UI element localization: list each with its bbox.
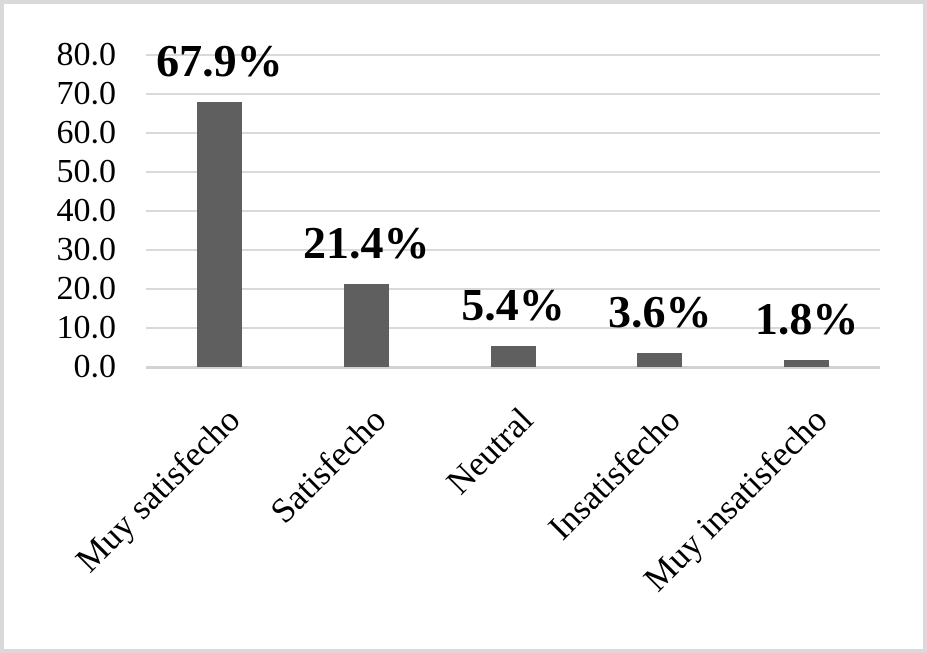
- category-label: Satisfecho: [263, 400, 394, 531]
- gridline: [146, 93, 880, 95]
- bar: [343, 283, 389, 367]
- y-axis-tick-label: 70.0: [56, 75, 117, 112]
- bar: [637, 352, 683, 367]
- value-label: 3.6%: [608, 285, 712, 337]
- y-axis-tick-label: 0.0: [73, 348, 117, 385]
- bar: [490, 345, 536, 367]
- plot-area: 80.0 70.0 60.0 50.0 40.0 30.0 20.0 10.0 0.0 67.9%…: [4, 4, 923, 649]
- y-axis-tick-label: 30.0: [56, 231, 117, 268]
- y-axis-tick-label: 40.0: [56, 192, 117, 229]
- gridline: [146, 54, 880, 56]
- gridline: [146, 171, 880, 173]
- value-label: 5.4%: [461, 278, 565, 330]
- value-label: 67.9%: [156, 35, 283, 87]
- x-axis-line: [146, 366, 880, 369]
- y-axis-tick-label: 20.0: [56, 270, 117, 307]
- y-axis-tick-label: 60.0: [56, 114, 117, 151]
- bar: [784, 359, 830, 367]
- gridline: [146, 327, 880, 329]
- category-label: Neutral: [438, 400, 541, 502]
- category-label: Muy satisfecho: [67, 400, 247, 580]
- gridline: [146, 249, 880, 251]
- value-label: 21.4%: [302, 216, 430, 268]
- y-axis-tick-label: 80.0: [56, 36, 117, 73]
- y-axis-tick-label: 10.0: [56, 309, 117, 346]
- y-axis-tick-label: 50.0: [56, 153, 117, 190]
- gridline: [146, 210, 880, 212]
- gridline: [146, 132, 880, 134]
- value-label: 1.8%: [754, 292, 859, 344]
- category-label: Insatisfecho: [540, 400, 688, 548]
- bar: [196, 102, 242, 367]
- gridline: [146, 288, 880, 290]
